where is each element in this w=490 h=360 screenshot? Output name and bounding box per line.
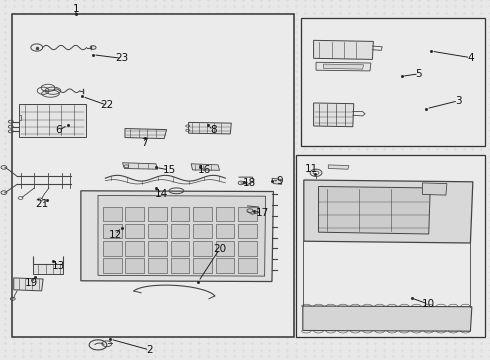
Polygon shape	[148, 224, 167, 238]
Polygon shape	[125, 129, 167, 139]
Text: 1: 1	[73, 4, 79, 14]
Polygon shape	[19, 115, 21, 120]
Polygon shape	[216, 207, 234, 221]
Text: 17: 17	[255, 208, 269, 218]
Text: 5: 5	[416, 69, 422, 79]
Polygon shape	[171, 224, 189, 238]
Polygon shape	[238, 224, 257, 238]
Polygon shape	[328, 165, 349, 169]
Text: 9: 9	[276, 176, 283, 186]
Polygon shape	[148, 241, 167, 256]
Polygon shape	[422, 183, 447, 195]
Polygon shape	[193, 224, 212, 238]
Polygon shape	[33, 264, 63, 274]
Text: 3: 3	[455, 96, 462, 106]
Text: 18: 18	[243, 178, 257, 188]
Polygon shape	[171, 241, 189, 256]
Text: 22: 22	[100, 100, 114, 110]
Text: 6: 6	[55, 125, 62, 135]
Text: 2: 2	[146, 345, 153, 355]
Polygon shape	[103, 207, 122, 221]
Polygon shape	[125, 241, 144, 256]
Polygon shape	[316, 62, 371, 71]
Text: 20: 20	[213, 244, 226, 254]
Bar	[12, 14, 294, 337]
Polygon shape	[303, 306, 472, 331]
Polygon shape	[125, 207, 144, 221]
Text: 21: 21	[35, 199, 49, 210]
Polygon shape	[193, 241, 212, 256]
Polygon shape	[171, 207, 189, 221]
Polygon shape	[122, 163, 158, 169]
Polygon shape	[216, 241, 234, 256]
Polygon shape	[323, 64, 364, 69]
Polygon shape	[314, 40, 373, 59]
Bar	[301, 18, 485, 146]
Polygon shape	[238, 258, 257, 273]
Polygon shape	[19, 104, 86, 137]
Text: 13: 13	[52, 261, 66, 271]
Text: 16: 16	[198, 165, 212, 175]
Polygon shape	[189, 122, 231, 134]
Polygon shape	[98, 195, 266, 276]
Polygon shape	[314, 103, 354, 127]
Polygon shape	[193, 207, 212, 221]
Polygon shape	[14, 278, 43, 291]
Polygon shape	[238, 241, 257, 256]
Polygon shape	[171, 258, 189, 273]
Polygon shape	[148, 207, 167, 221]
Polygon shape	[103, 224, 122, 238]
Polygon shape	[148, 258, 167, 273]
Text: 10: 10	[422, 299, 435, 309]
Polygon shape	[304, 180, 473, 243]
Polygon shape	[103, 241, 122, 256]
Bar	[296, 155, 485, 337]
Text: 14: 14	[155, 189, 169, 199]
Polygon shape	[193, 258, 212, 273]
Polygon shape	[238, 207, 257, 221]
Polygon shape	[272, 178, 282, 184]
Polygon shape	[125, 224, 144, 238]
Polygon shape	[216, 258, 234, 273]
Text: 8: 8	[210, 125, 217, 135]
Polygon shape	[318, 186, 430, 234]
Polygon shape	[216, 224, 234, 238]
Text: 4: 4	[467, 53, 474, 63]
Polygon shape	[191, 164, 220, 170]
Polygon shape	[81, 191, 273, 282]
Text: 19: 19	[25, 278, 39, 288]
Text: 7: 7	[141, 138, 148, 148]
Polygon shape	[103, 258, 122, 273]
Text: 15: 15	[162, 165, 176, 175]
Text: 23: 23	[115, 53, 128, 63]
Polygon shape	[125, 258, 144, 273]
Text: 12: 12	[108, 230, 122, 240]
Text: 11: 11	[304, 164, 318, 174]
